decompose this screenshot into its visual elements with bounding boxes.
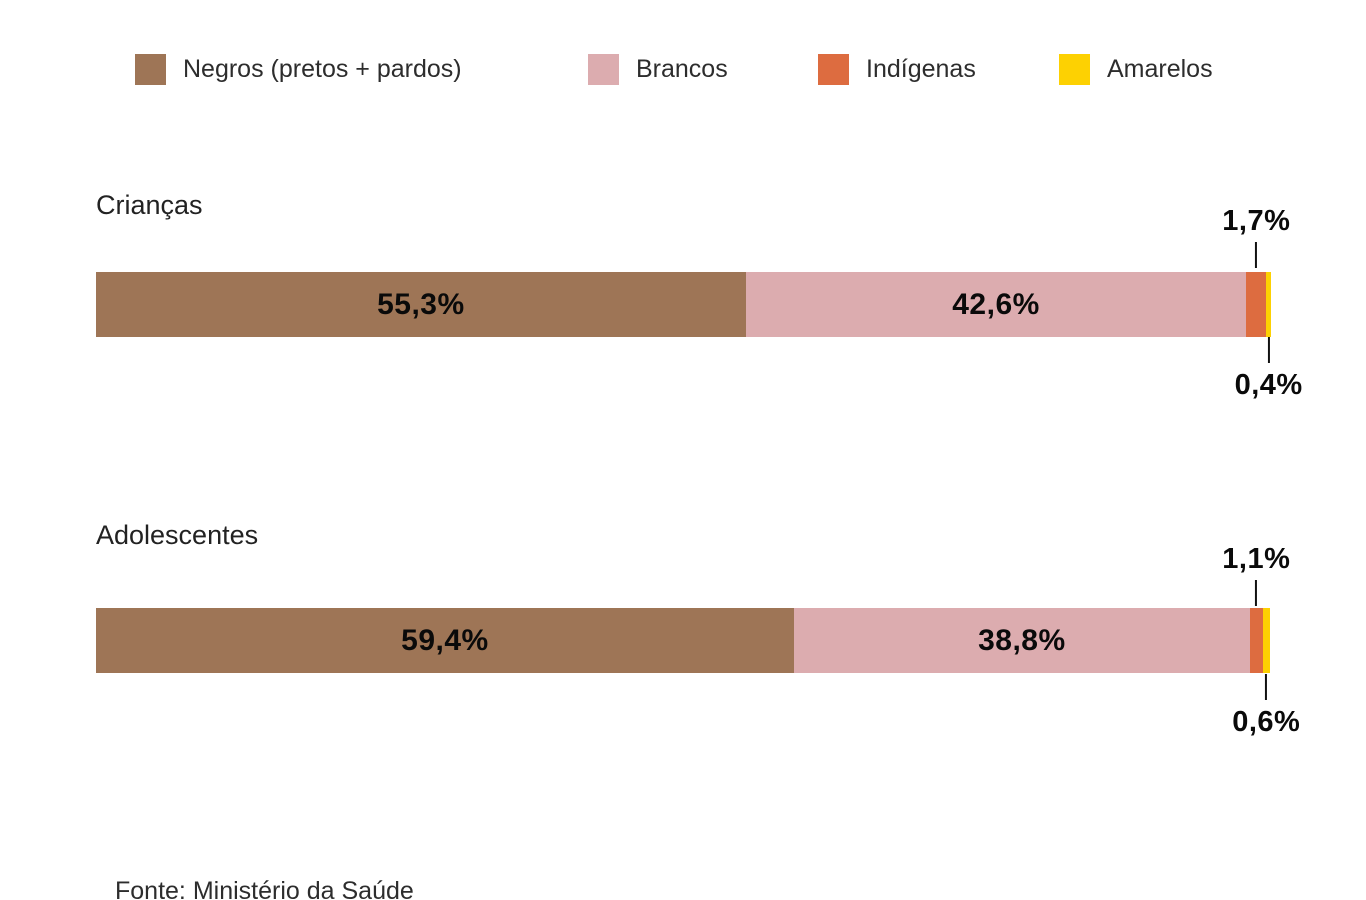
- segment-amarelos: [1266, 272, 1271, 337]
- segment-value-label: 55,3%: [377, 287, 465, 321]
- leader-line: [1255, 580, 1258, 606]
- legend-item-brancos: Brancos: [588, 54, 728, 85]
- callout-amarelos-adolescentes: 0,6%: [1232, 674, 1300, 739]
- segment-negros: 59,4%: [96, 608, 794, 673]
- legend-item-negros: Negros (pretos + pardos): [135, 54, 462, 85]
- segment-indigenas: [1246, 272, 1267, 337]
- stacked-bar-criancas: 55,3% 42,6%: [96, 272, 1271, 337]
- source-credit: Fonte: Ministério da Saúde: [115, 877, 414, 900]
- callout-label: 0,6%: [1232, 706, 1301, 738]
- legend-label: Negros (pretos + pardos): [183, 55, 462, 83]
- segment-value-label: 59,4%: [401, 623, 489, 657]
- leader-line: [1265, 674, 1268, 700]
- segment-value-label: 38,8%: [978, 623, 1066, 657]
- segment-brancos: 42,6%: [745, 272, 1247, 337]
- legend-label: Indígenas: [866, 55, 976, 83]
- leader-line: [1255, 242, 1258, 268]
- legend-swatch-indigenas-icon: [818, 54, 849, 85]
- legend-swatch-brancos-icon: [588, 54, 619, 85]
- legend-item-amarelos: Amarelos: [1059, 54, 1213, 85]
- callout-label: 1,7%: [1222, 205, 1291, 237]
- segment-value-label: 42,6%: [952, 287, 1040, 321]
- callout-indigenas-criancas: 1,7%: [1222, 204, 1290, 268]
- segment-brancos: 38,8%: [793, 608, 1250, 673]
- segment-indigenas: [1249, 608, 1263, 673]
- callout-label: 1,1%: [1222, 543, 1291, 575]
- legend-swatch-amarelos-icon: [1059, 54, 1090, 85]
- callout-indigenas-adolescentes: 1,1%: [1222, 542, 1290, 606]
- legend-label: Amarelos: [1107, 55, 1213, 83]
- category-label-criancas: Crianças: [96, 190, 203, 220]
- category-label-adolescentes: Adolescentes: [96, 520, 259, 550]
- legend-swatch-negros-icon: [135, 54, 166, 85]
- legend-label: Brancos: [636, 55, 728, 83]
- legend-item-indigenas: Indígenas: [818, 54, 976, 85]
- stacked-bar-adolescentes: 59,4% 38,8%: [96, 608, 1271, 673]
- leader-line: [1267, 337, 1270, 363]
- segment-amarelos: [1262, 608, 1270, 673]
- segment-negros: 55,3%: [96, 272, 746, 337]
- callout-amarelos-criancas: 0,4%: [1235, 337, 1303, 402]
- callout-label: 0,4%: [1234, 369, 1303, 401]
